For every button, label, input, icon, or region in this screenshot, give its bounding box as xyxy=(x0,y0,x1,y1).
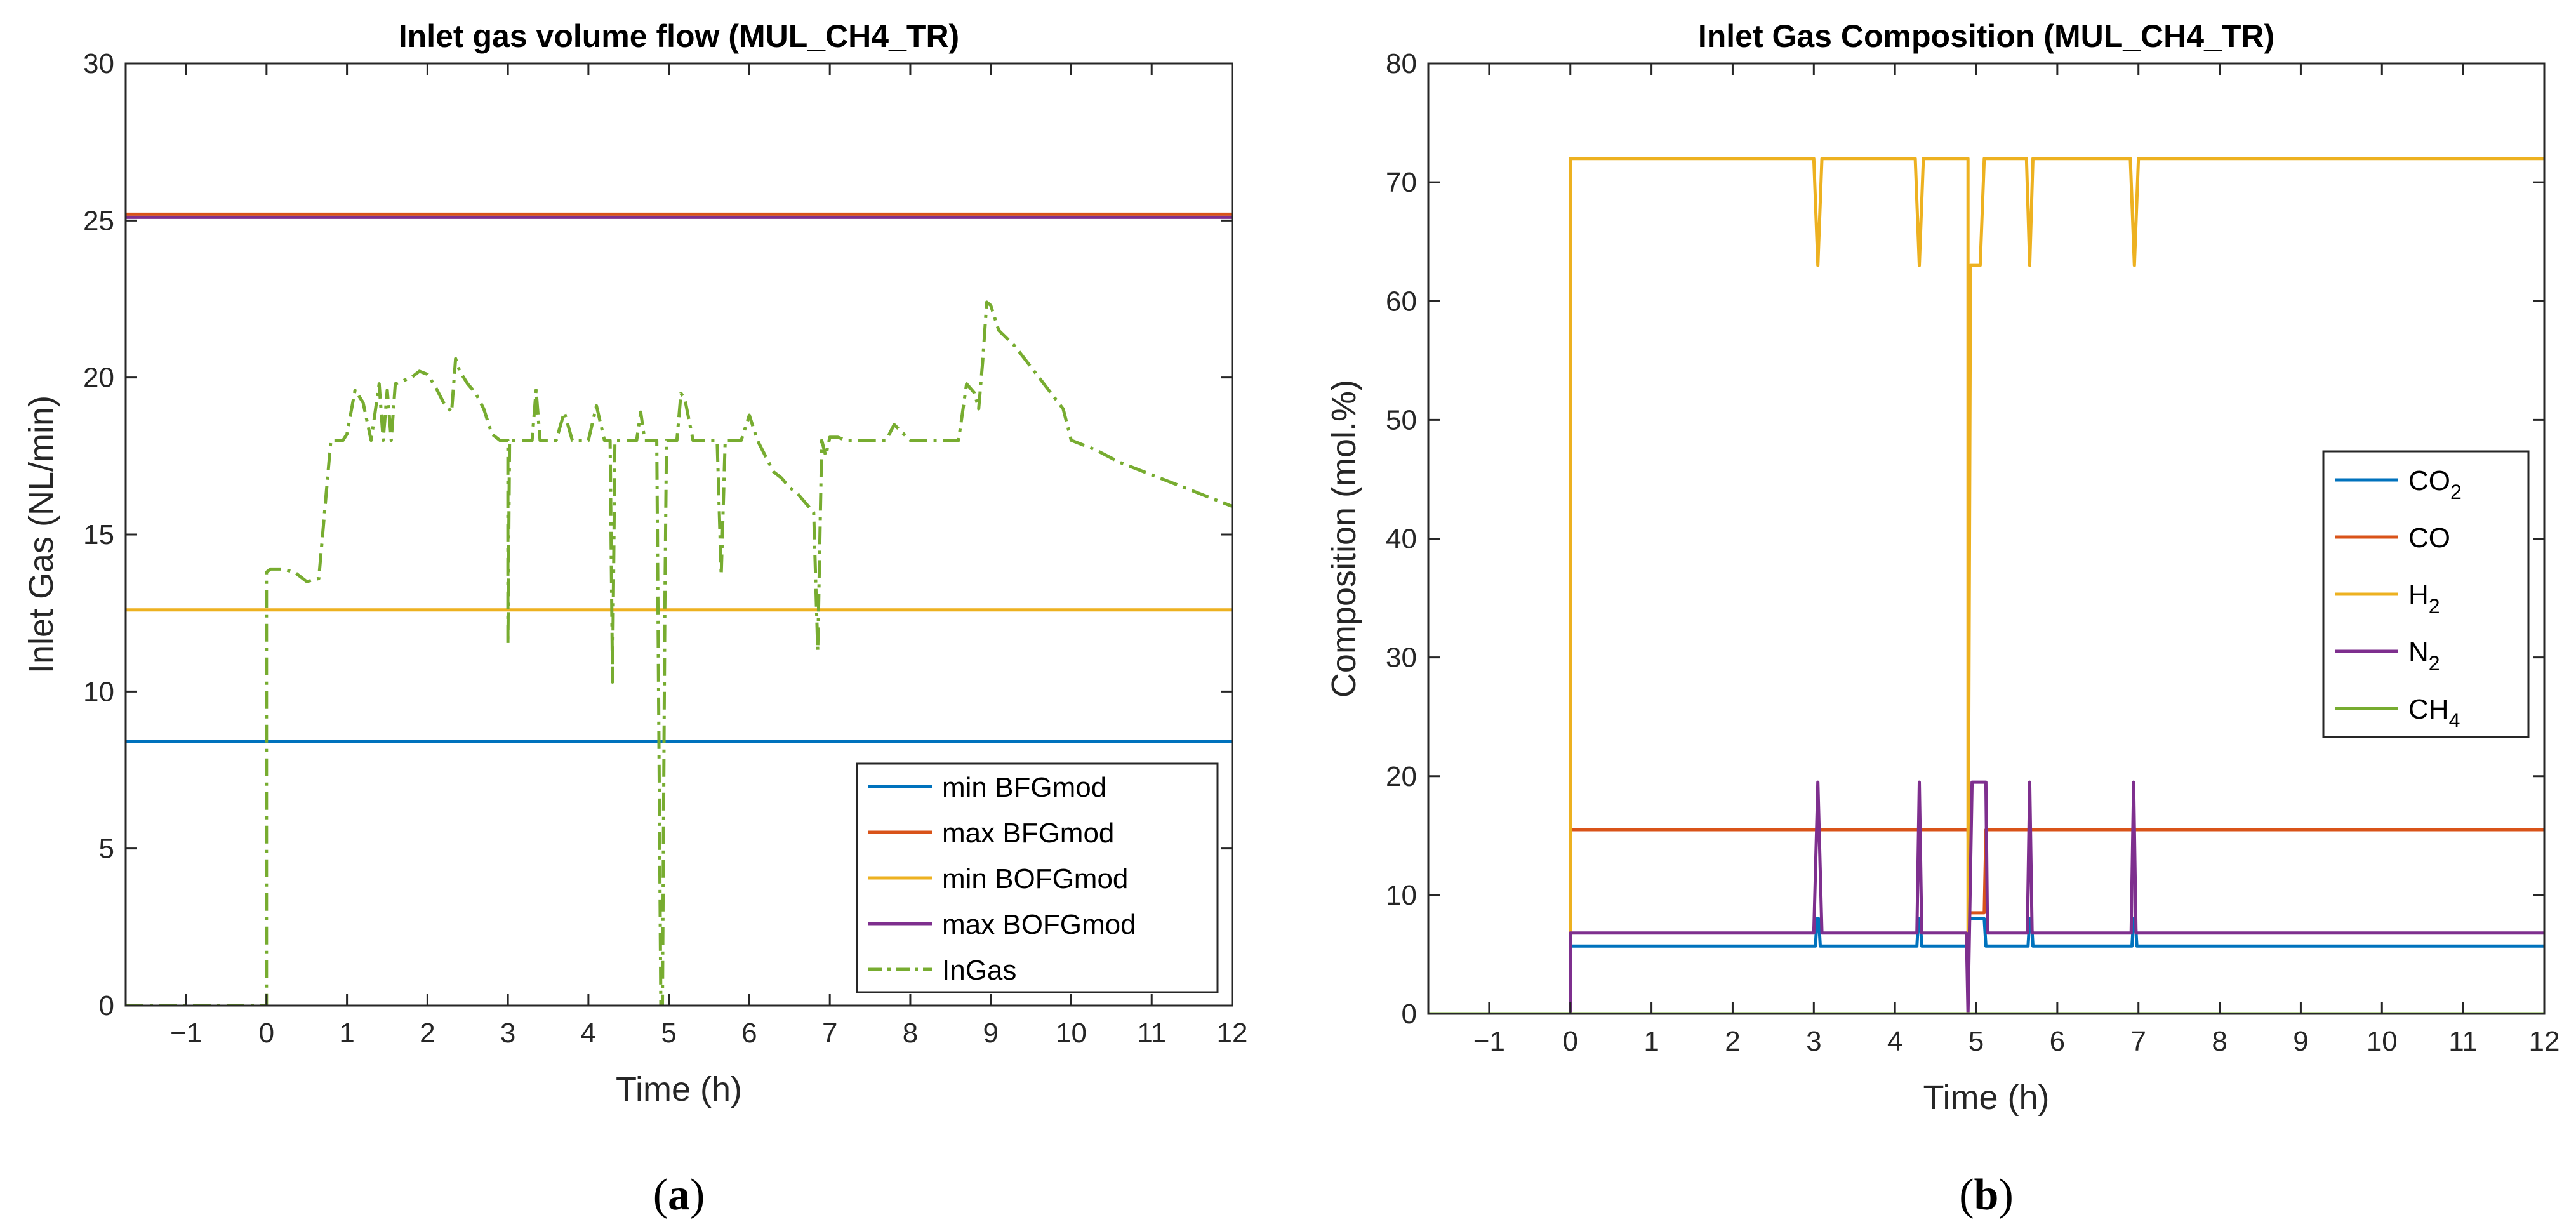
legend-label-base: N xyxy=(2408,637,2429,668)
x-tick-label: 10 xyxy=(2367,1026,2398,1057)
legend-label: InGas xyxy=(942,955,1016,986)
x-tick-label: −1 xyxy=(1473,1026,1505,1057)
x-tick-label: 10 xyxy=(1056,1018,1087,1049)
panel-b: −1 0 1 2 3 4 5 6 7 8 9 10 11 1201020304050607080Inlet… xyxy=(1325,18,2559,1219)
chart-title: Inlet gas volume flow (MUL_CH4_TR) xyxy=(399,18,959,54)
x-tick-label: 6 xyxy=(2050,1026,2065,1057)
x-tick-label: 9 xyxy=(2293,1026,2308,1057)
y-tick-label: 70 xyxy=(1386,167,1417,198)
y-tick-label: 10 xyxy=(1386,880,1417,911)
y-tick-label: 25 xyxy=(83,205,114,236)
x-axis-label: Time (h) xyxy=(1923,1079,2050,1117)
y-tick-label: 0 xyxy=(99,990,114,1021)
legend-label: min BFGmod xyxy=(942,772,1106,803)
panel-caption: (b) xyxy=(1959,1171,2014,1219)
series-line-ingas xyxy=(126,300,1232,1006)
chart-title: Inlet Gas Composition (MUL_CH4_TR) xyxy=(1698,18,2274,54)
x-tick-label: 0 xyxy=(1563,1026,1578,1057)
legend-label-subscript: 2 xyxy=(2429,652,2440,675)
legend-label: max BFGmod xyxy=(942,818,1114,849)
legend-label-subscript: 2 xyxy=(2429,595,2440,618)
y-tick-label: 20 xyxy=(83,362,114,394)
y-tick-label: 5 xyxy=(99,834,114,865)
series-line-h2 xyxy=(1428,157,2544,1014)
x-axis-label: Time (h) xyxy=(616,1070,742,1108)
panel-caption: (a) xyxy=(653,1171,705,1219)
legend-label-base: CO xyxy=(2408,522,2450,554)
x-tick-label: 12 xyxy=(2529,1026,2560,1057)
x-tick-label: 8 xyxy=(2212,1026,2227,1057)
x-tick-label: 1 xyxy=(339,1018,354,1049)
x-tick-label: 1 xyxy=(1643,1026,1659,1057)
legend-label-subscript: 2 xyxy=(2450,481,2462,503)
y-tick-label: 30 xyxy=(1386,642,1417,674)
x-tick-label: 7 xyxy=(2130,1026,2146,1057)
y-tick-label: 80 xyxy=(1386,48,1417,79)
panel-caption-letter: a xyxy=(668,1171,690,1219)
legend-label-subscript: 4 xyxy=(2449,709,2460,732)
x-tick-label: 7 xyxy=(822,1018,837,1049)
legend-label: max BOFGmod xyxy=(942,909,1136,940)
legend-label: CO2 xyxy=(2408,465,2462,503)
x-tick-label: 11 xyxy=(1137,1018,1166,1049)
x-tick-label: 9 xyxy=(983,1018,998,1049)
y-tick-label: 60 xyxy=(1386,286,1417,317)
x-tick-label: 12 xyxy=(1217,1018,1248,1049)
x-tick-label: −1 xyxy=(170,1018,202,1049)
y-tick-label: 0 xyxy=(1402,999,1417,1030)
x-tick-label: 11 xyxy=(2448,1026,2478,1057)
panel-caption-letter: b xyxy=(1974,1171,1999,1219)
legend-label: min BOFGmod xyxy=(942,863,1128,894)
x-tick-label: 0 xyxy=(259,1018,274,1049)
legend-label-base: CO xyxy=(2408,465,2450,496)
x-tick-label: 2 xyxy=(420,1018,435,1049)
legend-label: CO xyxy=(2408,522,2450,554)
x-tick-label: 4 xyxy=(581,1018,596,1049)
legend-label: H2 xyxy=(2408,580,2440,618)
legend-label-base: H xyxy=(2408,580,2429,611)
y-axis-label: Inlet Gas (NL/min) xyxy=(22,395,60,674)
x-tick-label: 5 xyxy=(1969,1026,1984,1057)
y-tick-label: 40 xyxy=(1386,524,1417,555)
x-tick-label: 2 xyxy=(1725,1026,1740,1057)
x-tick-label: 6 xyxy=(741,1018,757,1049)
x-tick-label: 4 xyxy=(1887,1026,1902,1057)
x-tick-label: 3 xyxy=(500,1018,515,1049)
y-tick-label: 20 xyxy=(1386,761,1417,792)
legend-label: N2 xyxy=(2408,637,2440,675)
y-tick-label: 10 xyxy=(83,676,114,707)
y-axis-label: Composition (mol.%) xyxy=(1325,380,1363,698)
series-line-n2 xyxy=(1428,780,2544,1014)
y-tick-label: 15 xyxy=(83,519,114,550)
x-tick-label: 3 xyxy=(1806,1026,1821,1057)
legend-label-base: CH xyxy=(2408,694,2449,725)
y-tick-label: 30 xyxy=(83,48,114,79)
x-tick-label: 5 xyxy=(661,1018,676,1049)
legend-label: CH4 xyxy=(2408,694,2460,732)
x-tick-label: 8 xyxy=(903,1018,918,1049)
y-tick-label: 50 xyxy=(1386,404,1417,435)
